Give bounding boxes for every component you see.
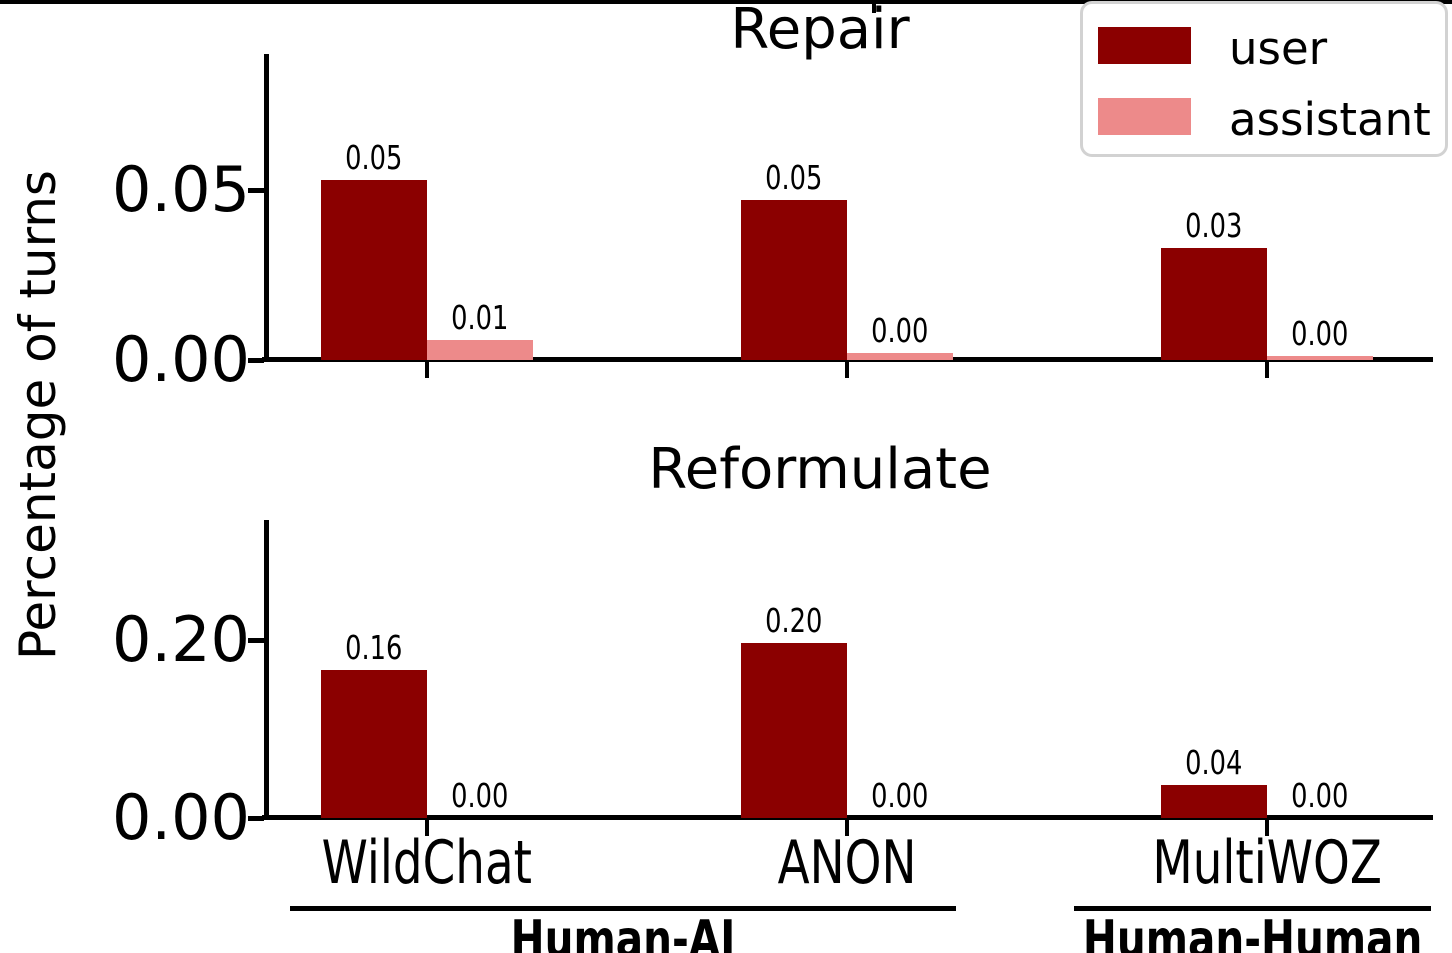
- group-bracket-label: Human-Human: [1083, 910, 1423, 953]
- legend-label-assistant: assistant: [1229, 93, 1431, 146]
- legend-label-user: user: [1229, 22, 1328, 75]
- x-tick-label-multiwoz: MultiWOZ: [1152, 828, 1382, 898]
- bar-value-label: 0.04: [1185, 743, 1243, 782]
- bar-value-label: 0.00: [451, 776, 509, 815]
- legend: user assistant: [1080, 1, 1448, 157]
- bar-repair-assistant-anon: [847, 353, 953, 360]
- bar-value-label: 0.01: [451, 298, 509, 337]
- y-tick: [248, 358, 264, 363]
- x-tick-label-anon: ANON: [777, 828, 917, 898]
- bar-repair-user-anon: [741, 200, 847, 360]
- bar-value-label: 0.03: [1185, 206, 1243, 245]
- bar-value-label: 0.00: [1291, 314, 1349, 353]
- bar-value-label: 0.05: [345, 138, 403, 177]
- x-axis-line: [262, 815, 1433, 820]
- y-tick: [248, 816, 264, 821]
- bar-repair-user-multiwoz: [1161, 248, 1267, 360]
- cropped-top-axis-line: [0, 0, 1452, 4]
- cropped-top-tick: [872, 0, 876, 13]
- y-axis-spine: [264, 54, 269, 362]
- x-tick: [425, 820, 429, 836]
- group-bracket-line: [1074, 906, 1431, 911]
- group-bracket-line: [290, 906, 956, 911]
- bar-value-label: 0.00: [1291, 776, 1349, 815]
- y-axis-spine: [264, 520, 269, 820]
- y-tick: [248, 638, 264, 643]
- bar-reformulate-user-wildchat: [321, 670, 427, 818]
- bar-reformulate-user-multiwoz: [1161, 785, 1267, 818]
- x-tick: [845, 362, 849, 378]
- panel-title-repair: Repair: [730, 0, 910, 62]
- bar-value-label: 0.00: [871, 311, 929, 350]
- legend-swatch-user: [1098, 27, 1191, 64]
- panel-title-reformulate: Reformulate: [648, 437, 992, 502]
- y-tick-label: 0.00: [111, 781, 250, 854]
- x-tick-label-wildchat: WildChat: [321, 828, 533, 898]
- y-tick-label: 0.20: [111, 603, 250, 676]
- x-tick: [845, 820, 849, 836]
- group-bracket-label: Human-AI: [510, 910, 736, 953]
- x-tick: [1265, 362, 1269, 378]
- bar-value-label: 0.20: [765, 601, 823, 640]
- bar-repair-assistant-wildchat: [427, 340, 533, 360]
- legend-swatch-assistant: [1098, 98, 1191, 135]
- x-tick: [425, 362, 429, 378]
- x-tick: [1265, 820, 1269, 836]
- y-tick-label: 0.05: [111, 153, 250, 226]
- bar-value-label: 0.16: [345, 628, 403, 667]
- y-tick-label: 0.00: [111, 323, 250, 396]
- bar-reformulate-user-anon: [741, 643, 847, 818]
- bar-repair-assistant-multiwoz: [1267, 356, 1373, 360]
- bar-value-label: 0.05: [765, 158, 823, 197]
- bar-value-label: 0.00: [871, 776, 929, 815]
- bar-repair-user-wildchat: [321, 180, 427, 360]
- y-tick: [248, 188, 264, 193]
